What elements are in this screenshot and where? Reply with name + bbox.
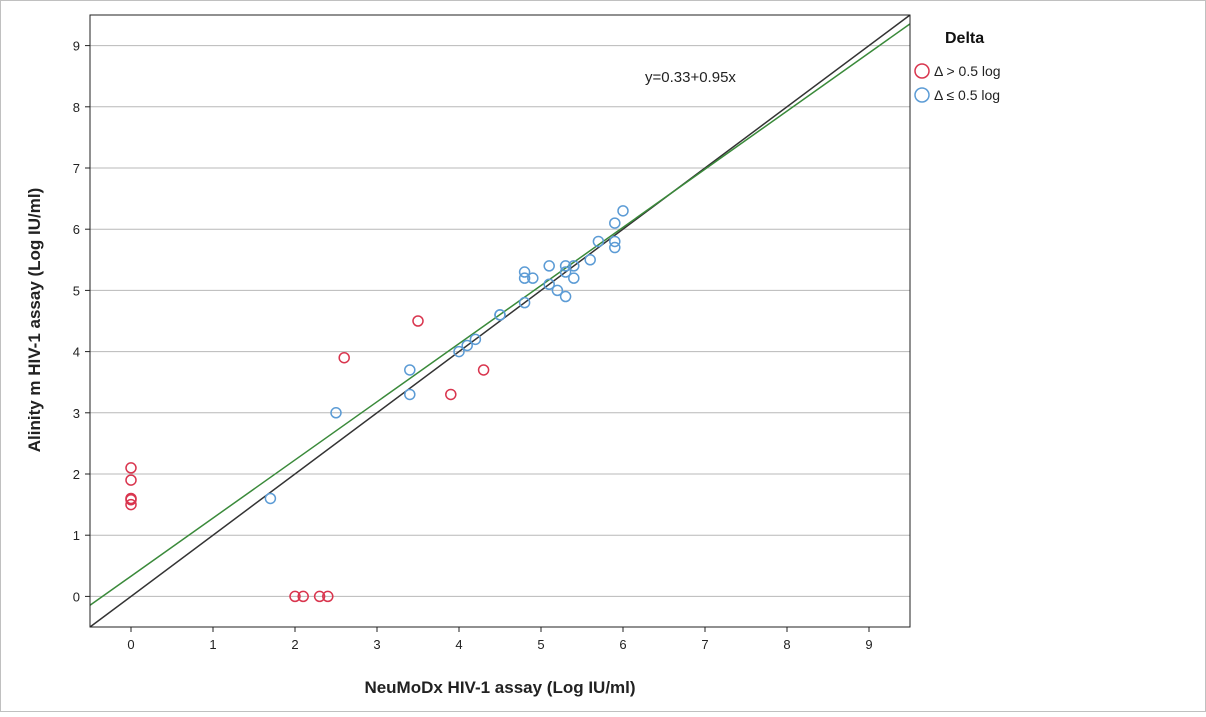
data-point-s1-21	[584, 254, 596, 266]
regression-lines	[89, 14, 911, 628]
legend-entry-blue: Δ ≤ 0.5 log	[934, 87, 1000, 103]
data-point-s1-15	[551, 284, 564, 297]
x-tick-label-1: 1	[209, 637, 216, 652]
y-tick-label-2: 2	[73, 467, 80, 482]
data-point-s1-1	[330, 407, 342, 419]
equation-annotation: y=0.33+0.95x	[645, 69, 736, 86]
y-tick-label-9: 9	[73, 39, 80, 54]
y-axis-label: Alinity m HIV-1 assay (Log IU/ml)	[25, 188, 44, 453]
data-point-s1-9	[518, 266, 531, 278]
legend-title: Delta	[945, 30, 984, 47]
data-point-s1-16	[559, 260, 572, 272]
grid-lines	[90, 45, 910, 597]
data-point-s0-4	[125, 498, 137, 511]
data-point-s0-3	[125, 493, 137, 506]
data-point-s1-4	[453, 345, 465, 358]
identity-line	[89, 14, 911, 628]
data-point-s1-24	[609, 235, 621, 248]
data-point-s0-7	[313, 590, 326, 603]
data-point-s1-11	[518, 296, 531, 309]
legend-entry-red: Δ > 0.5 log	[934, 63, 1001, 79]
fit-line	[89, 23, 911, 606]
x-tick-label-4: 4	[455, 637, 462, 652]
y-tick-label-3: 3	[73, 406, 80, 421]
x-tick-label-2: 2	[291, 637, 298, 652]
y-tick-label-1: 1	[73, 528, 80, 543]
data-point-s0-8	[322, 590, 334, 603]
y-tick-label-7: 7	[73, 161, 80, 176]
data-point-s1-18	[559, 290, 572, 303]
y-tick-label-8: 8	[73, 100, 80, 115]
x-axis-label: NeuMoDx HIV-1 assay (Log IU/ml)	[364, 678, 635, 697]
data-point-s0-10	[412, 315, 424, 327]
data-point-s1-19	[568, 260, 580, 272]
data-point-s1-6	[469, 333, 482, 346]
data-point-s1-13	[543, 260, 555, 272]
axes: 0 1 2 3 4 5 6 7 8 9 0 1 2 3 4 5 6 7 8 9	[73, 14, 911, 652]
plot-area-frame	[89, 14, 911, 628]
data-point-s1-23	[609, 217, 621, 229]
data-point-s1-12	[527, 272, 539, 284]
x-tick-label-0: 0	[127, 637, 134, 652]
y-tick-label-0: 0	[73, 589, 80, 604]
data-point-s1-10	[518, 272, 531, 284]
x-tick-label-5: 5	[537, 637, 544, 652]
data-point-s1-8	[494, 309, 506, 321]
data-point-s0-12	[477, 364, 490, 376]
data-point-s0-11	[445, 388, 457, 401]
data-point-s1-14	[543, 278, 555, 291]
x-tick-label-3: 3	[373, 637, 380, 652]
data-point-s0-9	[338, 351, 350, 364]
y-tick-label-5: 5	[73, 283, 80, 298]
x-tick-label-6: 6	[619, 637, 626, 652]
legend-marker-red	[914, 63, 930, 79]
data-point-s1-20	[568, 272, 580, 284]
data-point-s0-6	[297, 590, 309, 603]
x-tick-label-8: 8	[783, 637, 790, 652]
data-point-s0-1	[125, 474, 137, 486]
data-point-s1-25	[609, 241, 621, 254]
legend-marker-blue	[914, 87, 930, 103]
data-point-s1-2	[404, 364, 416, 376]
y-tick-label-4: 4	[73, 345, 80, 360]
data-point-s1-5	[461, 339, 473, 352]
data-point-s0-5	[289, 590, 301, 603]
y-tick-label-6: 6	[73, 222, 80, 237]
data-points	[125, 205, 629, 603]
data-point-s0-0	[125, 462, 137, 474]
data-point-s1-3	[404, 388, 416, 401]
x-tick-label-7: 7	[701, 637, 708, 652]
data-point-s1-22	[592, 235, 605, 248]
data-point-s1-26	[617, 205, 629, 217]
data-point-s1-17	[559, 266, 572, 278]
legend: Delta Δ > 0.5 log Δ ≤ 0.5 log	[914, 30, 1001, 103]
data-point-s1-0	[264, 492, 277, 505]
x-tick-label-9: 9	[865, 637, 872, 652]
